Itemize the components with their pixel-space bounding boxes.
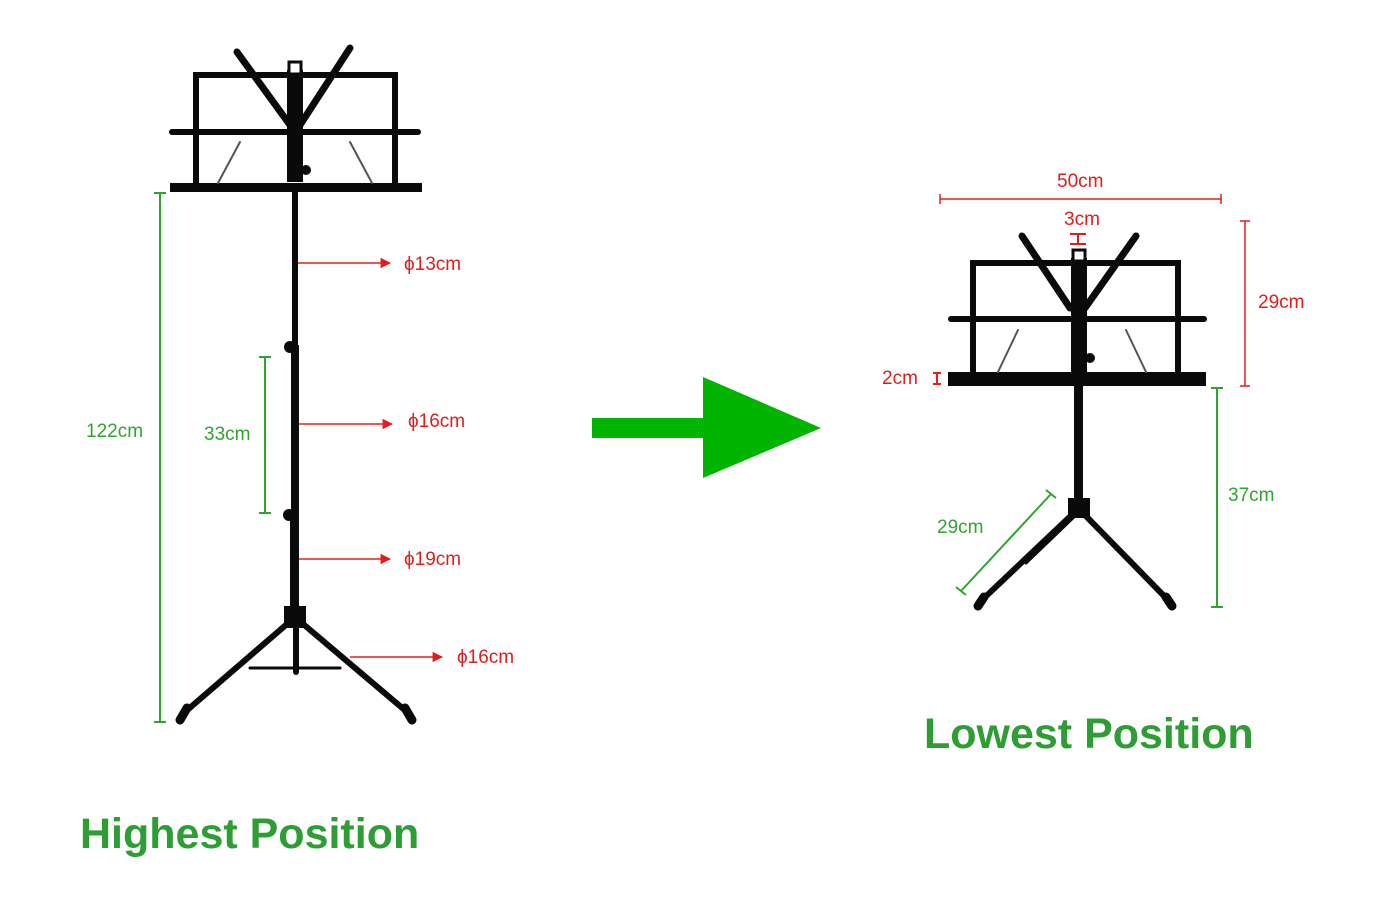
arrow-right-icon [592,377,821,478]
telescopic-shaft [283,192,299,613]
diam-top-label: ϕ13cm [404,254,461,275]
tripod-base [175,606,417,725]
dim-width: 50cm [939,171,1222,204]
dim-shaft-height: 37cm [1211,387,1274,608]
dim-ledge: 2cm [882,368,941,389]
dim-ledge-label: 2cm [882,368,918,389]
dim-clip-label: 3cm [1064,209,1100,230]
dim-total-height: 122cm [86,192,166,723]
dim-total-height-label: 122cm [86,421,143,442]
dim-tube-section-label: 33cm [204,424,250,445]
stand-lowest [948,232,1207,611]
diam-mid-label: ϕ16cm [408,411,465,432]
diam-top-callout: ϕ13cm [298,254,461,275]
diam-legs-label: ϕ16cm [457,647,514,668]
dim-width-label: 50cm [1057,171,1103,192]
dim-clip: 3cm [1064,209,1100,245]
dim-desk-height: 29cm [1240,220,1304,387]
shaft-lowest [973,386,1177,611]
dim-desk-height-label: 29cm [1258,292,1304,313]
highest-position-title: Highest Position [80,810,419,858]
stand-highest [169,44,422,725]
diam-low-callout: ϕ19cm [299,549,461,570]
lowest-position-title: Lowest Position [924,710,1254,758]
dim-leg-length: 29cm [937,489,1057,596]
dim-leg-length-label: 29cm [937,517,983,538]
dim-tube-section: 33cm [204,356,271,514]
music-desk [169,44,422,192]
music-desk-lowest [948,232,1207,386]
diam-mid-callout: ϕ16cm [299,411,465,432]
dim-shaft-height-label: 37cm [1228,485,1274,506]
diam-low-label: ϕ19cm [404,549,461,570]
diam-legs-callout: ϕ16cm [350,647,514,668]
